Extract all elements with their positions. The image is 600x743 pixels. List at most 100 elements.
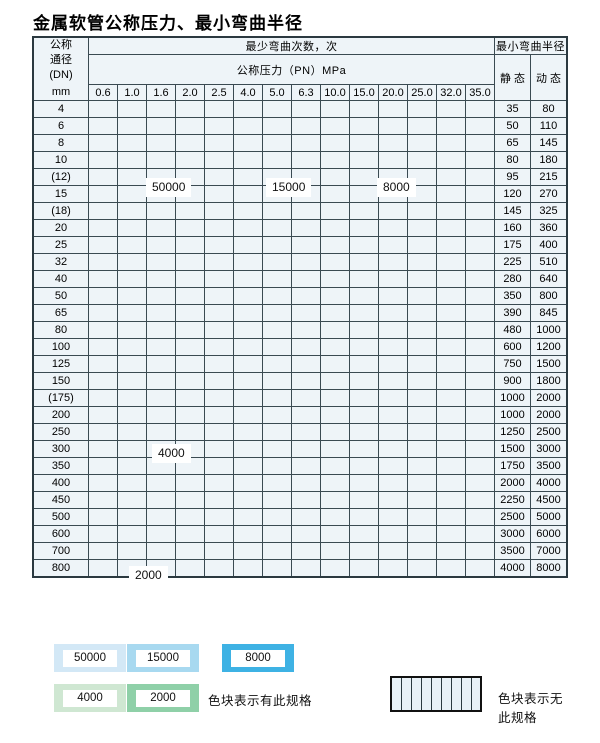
spec-cell — [407, 406, 437, 424]
spec-cell — [233, 474, 263, 492]
spec-cell — [436, 474, 466, 492]
spec-cell — [262, 151, 292, 169]
spec-cell — [233, 117, 263, 135]
dn-value: 32 — [32, 253, 89, 271]
spec-cell — [233, 100, 263, 118]
spec-cell — [349, 168, 379, 186]
pressure-header-3: 2.0 — [175, 84, 205, 101]
spec-cell — [407, 491, 437, 509]
table-row: (18) 145 325 — [32, 202, 568, 220]
spec-cell — [349, 185, 379, 203]
spec-cell — [465, 508, 495, 526]
legend-swatch-4000: 4000 — [54, 684, 126, 712]
spec-cell — [349, 491, 379, 509]
spec-cell — [88, 389, 118, 407]
pressure-header-13: 35.0 — [465, 84, 495, 101]
radius-dynamic-value: 1000 — [530, 321, 568, 339]
spec-cell — [117, 338, 147, 356]
spec-cell — [291, 117, 321, 135]
radius-dynamic-value: 400 — [530, 236, 568, 254]
pressure-group-header: 公称压力（PN）MPa — [88, 54, 495, 85]
spec-cell — [465, 236, 495, 254]
spec-cell — [146, 542, 176, 560]
table-row: 150 900 1800 — [32, 372, 568, 390]
spec-cell — [407, 151, 437, 169]
spec-cell — [262, 287, 292, 305]
spec-cell — [378, 406, 408, 424]
spec-cell — [436, 525, 466, 543]
table-row: 4 35 80 — [32, 100, 568, 118]
spec-cell — [320, 508, 350, 526]
spec-cell — [233, 219, 263, 237]
spec-cell — [465, 525, 495, 543]
spec-cell — [407, 338, 437, 356]
spec-cell — [407, 423, 437, 441]
radius-static-value: 900 — [494, 372, 531, 390]
spec-cell — [436, 134, 466, 152]
spec-cell — [349, 338, 379, 356]
spec-cell — [349, 202, 379, 220]
spec-cell — [204, 253, 234, 271]
spec-cell — [378, 151, 408, 169]
spec-cell — [349, 321, 379, 339]
table-body: 4 35 80 6 50 110 8 65 145 10 80 180 (12) 95 215 15 120 27… — [32, 100, 568, 578]
spec-cell — [204, 355, 234, 373]
radius-static-value: 65 — [494, 134, 531, 152]
spec-cell — [262, 542, 292, 560]
spec-cell — [117, 389, 147, 407]
dn-value: 40 — [32, 270, 89, 288]
legend-no-spec-text: 色块表示无此规格 — [498, 692, 564, 725]
spec-cell — [88, 287, 118, 305]
spec-cell — [291, 134, 321, 152]
spec-cell — [146, 338, 176, 356]
radius-static-value: 600 — [494, 338, 531, 356]
spec-cell — [349, 151, 379, 169]
spec-cell — [349, 542, 379, 560]
dn-value: 200 — [32, 406, 89, 424]
spec-cell — [88, 423, 118, 441]
radius-static-value: 750 — [494, 355, 531, 373]
spec-cell — [146, 236, 176, 254]
spec-cell — [88, 100, 118, 118]
spec-cell — [436, 491, 466, 509]
spec-cell — [349, 525, 379, 543]
spec-cell — [465, 542, 495, 560]
spec-cell — [204, 321, 234, 339]
spec-cell — [204, 287, 234, 305]
spec-cell — [262, 321, 292, 339]
spec-cell — [378, 134, 408, 152]
spec-cell — [291, 355, 321, 373]
spec-cell — [291, 219, 321, 237]
spec-cell — [88, 406, 118, 424]
spec-cell — [320, 542, 350, 560]
spec-cell — [175, 389, 205, 407]
radius-group-header: 最小弯曲半径 — [494, 36, 568, 55]
spec-cell — [407, 440, 437, 458]
spec-cell — [320, 321, 350, 339]
spec-cell — [320, 491, 350, 509]
spec-cell — [88, 338, 118, 356]
spec-cell — [117, 423, 147, 441]
spec-cell — [88, 270, 118, 288]
spec-cell — [320, 168, 350, 186]
radius-dynamic-value: 4000 — [530, 474, 568, 492]
spec-cell — [117, 287, 147, 305]
spec-cell — [117, 406, 147, 424]
spec-cell — [233, 525, 263, 543]
spec-cell — [465, 372, 495, 390]
spec-cell — [262, 457, 292, 475]
spec-cell — [146, 508, 176, 526]
spec-cell — [175, 372, 205, 390]
spec-cell — [204, 185, 234, 203]
spec-cell — [146, 287, 176, 305]
spec-cell — [88, 304, 118, 322]
spec-cell — [233, 270, 263, 288]
spec-cell — [146, 270, 176, 288]
spec-cell — [88, 321, 118, 339]
header-row-pressure-group: 公称压力（PN）MPa 静 态 动 态 — [33, 54, 568, 101]
spec-cell — [465, 100, 495, 118]
spec-cell — [204, 270, 234, 288]
spec-cell — [465, 491, 495, 509]
spec-cell — [378, 117, 408, 135]
spec-cell — [262, 440, 292, 458]
